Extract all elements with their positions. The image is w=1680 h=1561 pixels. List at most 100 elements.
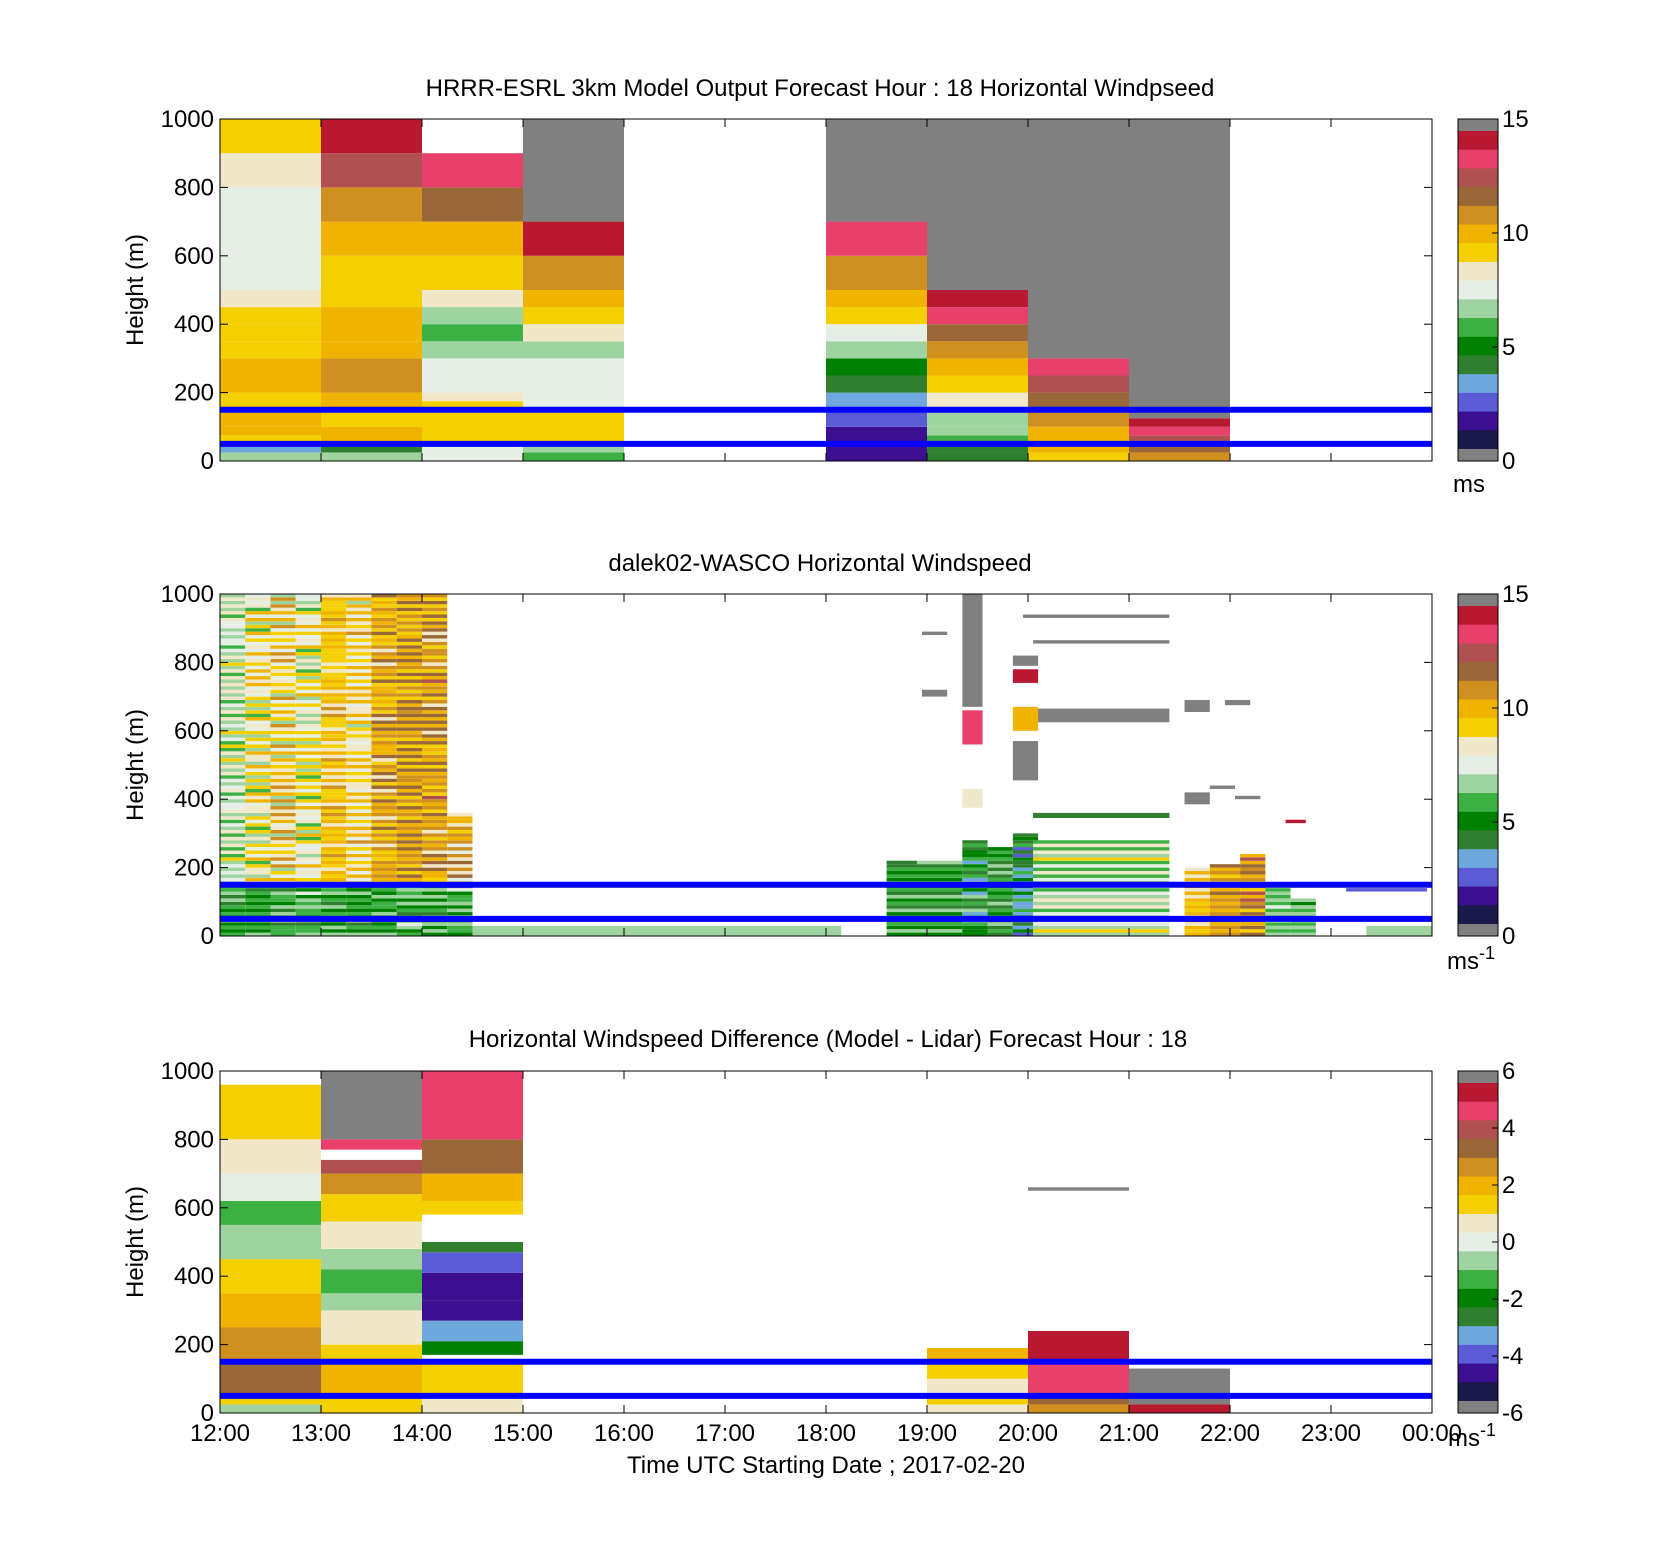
heatmap-cell (1265, 891, 1291, 895)
heatmap-cell (245, 717, 271, 721)
heatmap-cell (371, 655, 397, 659)
heatmap-cell (396, 723, 422, 728)
heatmap-cell (220, 341, 321, 359)
heatmap-cell (371, 635, 397, 639)
heatmap-cell (962, 840, 988, 844)
heatmap-cell (295, 761, 321, 765)
heatmap-cell (346, 823, 372, 827)
heatmap-cell (295, 713, 321, 718)
heatmap-cell (396, 765, 422, 769)
heatmap-cell (1184, 888, 1210, 892)
heatmap-cell (371, 703, 397, 707)
heatmap-cell (220, 754, 246, 759)
heatmap-cell (270, 812, 296, 817)
heatmap-cell (1033, 867, 1170, 872)
heatmap-cell (1184, 891, 1210, 895)
heatmap-cell (962, 905, 988, 909)
heatmap-cell (396, 734, 422, 738)
heatmap-cell (346, 655, 372, 659)
heatmap-cell (346, 788, 372, 793)
heatmap-cell (1028, 1361, 1129, 1396)
heatmap-cell (321, 799, 347, 803)
heatmap-cell (396, 628, 422, 632)
heatmap-cell (245, 662, 271, 666)
heatmap-cell (321, 452, 422, 461)
heatmap-cell (321, 727, 347, 731)
heatmap-cell (295, 686, 321, 690)
heatmap-cell (422, 611, 448, 615)
heatmap-cell (1265, 908, 1291, 913)
heatmap-cell (295, 788, 321, 793)
colorbar-swatch (1458, 793, 1498, 813)
heatmap-cell (220, 409, 321, 427)
heatmap-cell (396, 894, 422, 899)
heatmap-cell (270, 901, 296, 906)
heatmap-cell (295, 758, 321, 762)
heatmap-cell (321, 823, 347, 827)
x-tick-label: 17:00 (695, 1420, 755, 1447)
heatmap-cell (321, 153, 422, 188)
heatmap-cell (886, 871, 963, 875)
heatmap-cell (1033, 901, 1170, 906)
heatmap-cell (220, 922, 246, 926)
heatmap-cell (220, 785, 246, 789)
heatmap-cell (295, 658, 321, 663)
heatmap-cell (220, 782, 246, 786)
heatmap-cell (886, 912, 963, 916)
heatmap-cell (422, 723, 448, 728)
heatmap-cell (270, 720, 296, 724)
heatmap-cell (962, 864, 988, 868)
heatmap-segment (1033, 708, 1170, 723)
heatmap-cell (346, 932, 372, 936)
heatmap-cell (270, 843, 296, 848)
heatmap-cell (220, 686, 246, 690)
heatmap-cell (346, 607, 372, 612)
heatmap-cell (346, 867, 372, 872)
heatmap-cell (1012, 840, 1039, 844)
heatmap-cell (295, 669, 321, 673)
heatmap-cell (1265, 925, 1291, 930)
heatmap-cell (270, 799, 296, 803)
heatmap-cell (295, 901, 321, 906)
colorbar-unit-label: ms-1 (1448, 1420, 1496, 1452)
heatmap-cell (245, 850, 271, 854)
heatmap-cell (346, 908, 372, 913)
colorbar-tick-label: 15 (1502, 581, 1529, 608)
heatmap-cell (295, 676, 321, 680)
heatmap-cell (396, 703, 422, 707)
heatmap-cell (245, 843, 271, 848)
heatmap-cell (371, 826, 397, 830)
heatmap-cell (1033, 843, 1170, 848)
heatmap-cell (396, 922, 422, 926)
heatmap-cell (270, 788, 296, 793)
colorbar-tick-label: 0 (1502, 448, 1515, 475)
heatmap-cell (321, 877, 347, 882)
heatmap-cell (321, 669, 347, 673)
colorbar-tick-label: 2 (1502, 1172, 1515, 1199)
heatmap-cell (826, 221, 927, 256)
heatmap-cell (321, 751, 347, 755)
heatmap-cell (295, 874, 321, 878)
heatmap-cell (245, 693, 271, 697)
heatmap-cell (346, 771, 372, 776)
heatmap-cell (346, 700, 372, 704)
heatmap-cell (220, 819, 246, 824)
heatmap-cell (346, 761, 372, 765)
heatmap-cell (220, 829, 246, 834)
heatmap-cell (396, 696, 422, 701)
heatmap-cell (1028, 409, 1129, 427)
heatmap-cell (1209, 905, 1241, 909)
colorbar-swatch (1458, 1326, 1498, 1346)
heatmap-cell (321, 932, 347, 936)
heatmap-cell (1012, 908, 1039, 913)
heatmap-cell (422, 864, 448, 868)
heatmap-cell (1012, 891, 1039, 895)
heatmap-cell (1012, 901, 1039, 906)
heatmap-cell (1012, 857, 1039, 861)
heatmap-cell (422, 604, 448, 608)
heatmap-cell (295, 614, 321, 618)
heatmap-cell (220, 435, 321, 444)
colorbar-swatch (1458, 411, 1498, 431)
heatmap-cell (270, 768, 296, 772)
heatmap-cell (523, 409, 624, 444)
